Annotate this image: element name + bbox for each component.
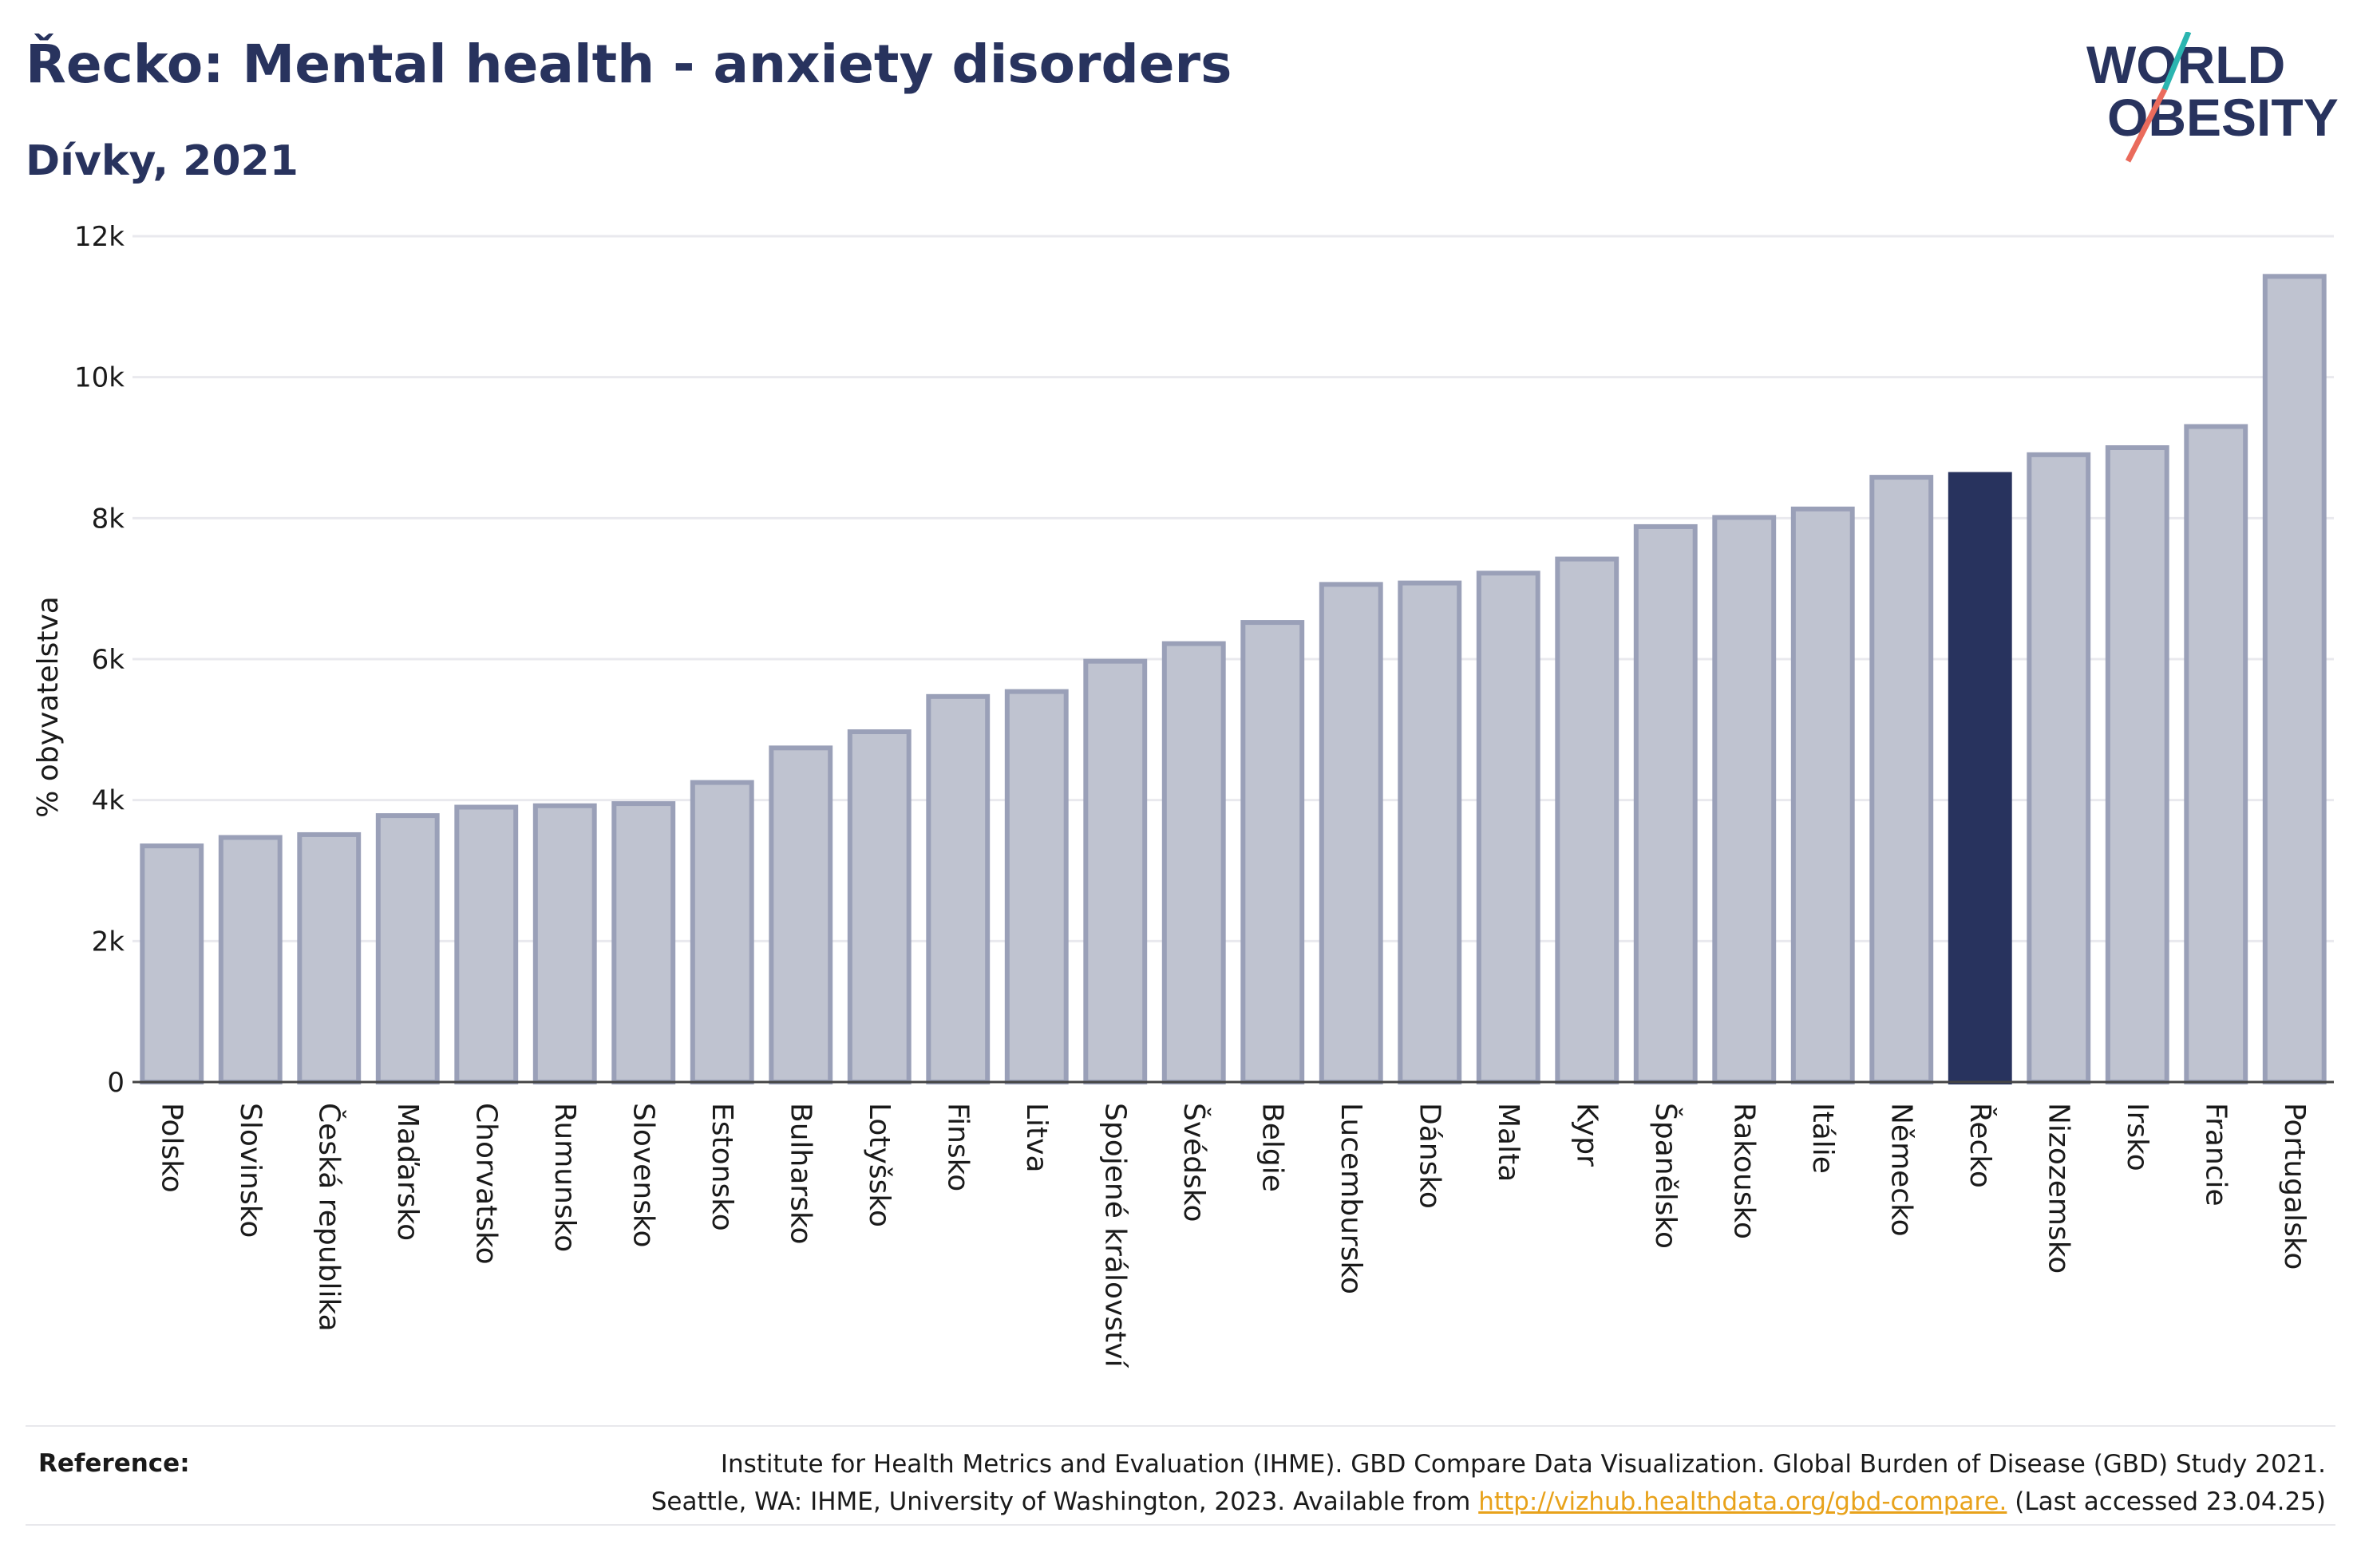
x-tick-label: Finsko [941, 1103, 974, 1191]
x-tick-label: Řecko [1964, 1103, 1997, 1188]
x-tick-label: Portugalsko [2278, 1103, 2311, 1270]
reference-line-1: Institute for Health Metrics and Evaluat… [720, 1450, 2326, 1479]
x-tick-label: Malta [1492, 1103, 1525, 1182]
x-tick-label: Španělsko [1649, 1103, 1683, 1249]
bar-24 [1948, 472, 2012, 1084]
x-tick-label: Lotyšsko [863, 1103, 896, 1227]
x-tick-label: Itálie [1806, 1103, 1839, 1174]
bar-2 [218, 835, 283, 1084]
x-tick-label: Dánsko [1413, 1103, 1445, 1209]
world-obesity-logo: WORLD OBESITY [2086, 32, 2339, 163]
bar-27 [2184, 424, 2248, 1084]
x-tick-label: Maďarsko [391, 1103, 424, 1241]
bar-14 [1161, 641, 1226, 1084]
bar-22 [1790, 506, 1855, 1084]
x-tick-label: Rakousko [1727, 1103, 1760, 1239]
bar-9 [769, 745, 833, 1084]
reference-line-2-suffix: (Last accessed 23.04.25) [2015, 1487, 2326, 1516]
bars [140, 274, 2327, 1085]
chart-subtitle: Dívky, 2021 [26, 137, 299, 185]
x-tick-label: Švédsko [1177, 1103, 1211, 1222]
x-tick-label: Belgie [1256, 1103, 1288, 1192]
bar-25 [2027, 452, 2091, 1084]
x-tick-label: Nizozemsko [2042, 1103, 2074, 1274]
bar-23 [1869, 475, 1934, 1084]
chart-title: Řecko: Mental health - anxiety disorders [26, 34, 1232, 95]
x-tick-label: Francie [2199, 1103, 2232, 1207]
bar-28 [2262, 274, 2327, 1085]
x-tick-label: Irsko [2121, 1103, 2153, 1171]
bar-4 [375, 813, 440, 1084]
x-tick-label: Lucembursko [1335, 1103, 1367, 1294]
y-axis-ticks: 0 2k 4k 6k 8k 10k 12k [74, 221, 125, 1099]
footer-divider-bottom [26, 1524, 2335, 1526]
reference-text: Institute for Health Metrics and Evaluat… [330, 1446, 2326, 1521]
y-tick-label: 0 [107, 1067, 125, 1099]
y-tick-label: 8k [92, 503, 125, 535]
bar-26 [2105, 445, 2169, 1084]
bar-7 [611, 801, 676, 1084]
bar-10 [847, 729, 912, 1084]
x-tick-label: Kypr [1570, 1103, 1603, 1167]
x-tick-label: Německo [1884, 1103, 1917, 1237]
y-tick-label: 10k [74, 362, 125, 394]
y-axis-label: % obyvatelstva [32, 596, 65, 818]
x-tick-label: Polsko [155, 1103, 188, 1193]
bar-5 [454, 804, 519, 1084]
x-tick-label: Česká republika [312, 1103, 346, 1332]
x-tick-label: Spojené království [1098, 1103, 1131, 1369]
bar-12 [1004, 689, 1069, 1085]
bar-18 [1476, 571, 1540, 1084]
reference-link[interactable]: http://vizhub.healthdata.org/gbd-compare… [1478, 1487, 2007, 1516]
x-tick-label: Estonsko [706, 1103, 738, 1231]
bar-6 [532, 803, 597, 1084]
logo-slash-bottom [2125, 88, 2168, 163]
bar-16 [1319, 582, 1383, 1084]
bar-11 [926, 693, 991, 1084]
x-tick-label: Bulharsko [784, 1103, 817, 1245]
bar-chart: 0 2k 4k 6k 8k 10k 12k Polsko Slovinsko Česká rep… [32, 221, 2334, 1369]
x-tick-label: Rumunsko [548, 1103, 581, 1252]
bar-19 [1555, 556, 1619, 1084]
bar-15 [1240, 620, 1305, 1084]
y-tick-label: 2k [92, 926, 125, 958]
x-axis-labels: Polsko Slovinsko Česká republika Maďarsko Ch… [155, 1103, 2311, 1369]
footer-divider-top [26, 1425, 2335, 1427]
y-tick-label: 12k [74, 221, 125, 253]
x-tick-label: Slovensko [627, 1103, 659, 1248]
bar-20 [1633, 523, 1698, 1084]
logo-slash-top [2161, 32, 2192, 91]
logo-word-obesity: OBESITY [2107, 88, 2339, 147]
bar-8 [690, 780, 754, 1084]
bar-1 [140, 843, 204, 1085]
reference-line-2: Seattle, WA: IHME, University of Washing… [330, 1483, 2326, 1521]
bar-3 [297, 831, 362, 1084]
y-tick-label: 4k [92, 785, 125, 817]
x-tick-label: Litva [1020, 1103, 1053, 1173]
bar-21 [1712, 515, 1777, 1084]
y-tick-label: 6k [92, 644, 125, 676]
bar-17 [1398, 580, 1462, 1084]
x-tick-label: Slovinsko [234, 1103, 267, 1238]
bar-13 [1083, 658, 1148, 1084]
reference-line-2-prefix: Seattle, WA: IHME, University of Washing… [651, 1487, 1471, 1516]
reference-label: Reference: [38, 1449, 190, 1478]
x-tick-label: Chorvatsko [469, 1103, 502, 1265]
